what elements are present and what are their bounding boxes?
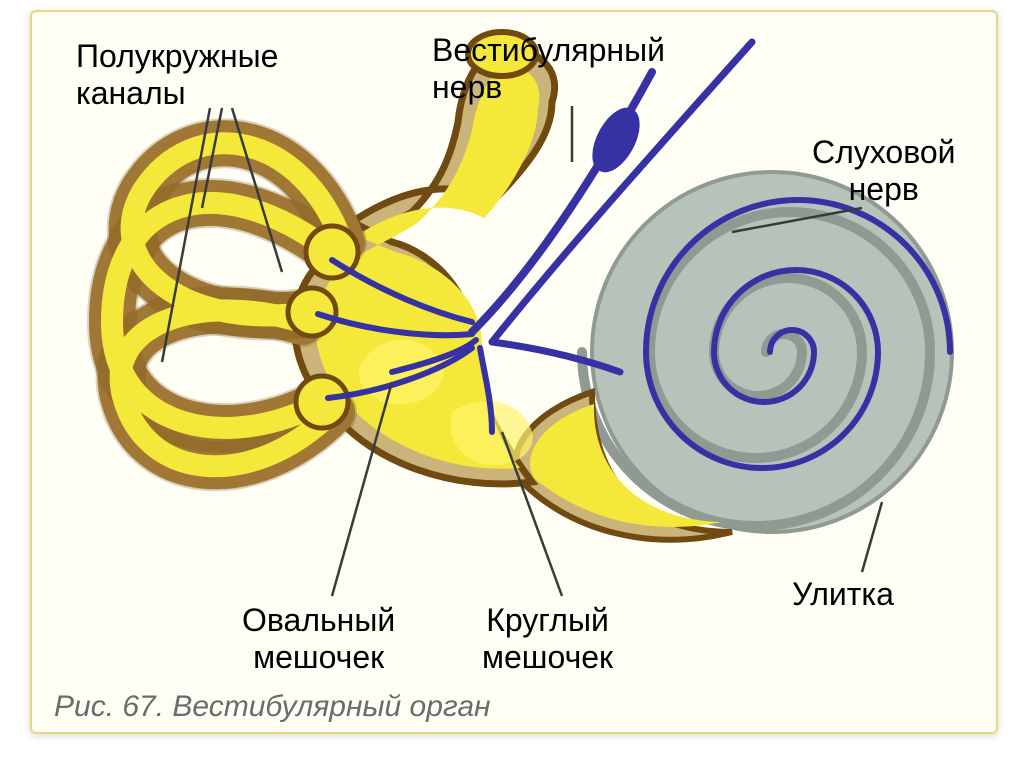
figure-caption: Рис. 67. Вестибулярный орган [54, 690, 491, 724]
label-auditory-nerve: Слуховой нерв [812, 134, 956, 208]
label-round-sac: Круглый мешочек [482, 602, 613, 676]
label-semicircular-canals: Полукружные каналы [76, 38, 278, 112]
label-vestibular-nerve: Вестибулярный нерв [432, 32, 665, 106]
semicircular-canals [112, 143, 358, 466]
label-oval-sac: Овальный мешочек [242, 602, 395, 676]
page: Полукружные каналы Вестибулярный нерв Сл… [0, 0, 1024, 767]
figure-frame: Полукружные каналы Вестибулярный нерв Сл… [30, 10, 998, 734]
label-cochlea: Улитка [792, 576, 894, 613]
